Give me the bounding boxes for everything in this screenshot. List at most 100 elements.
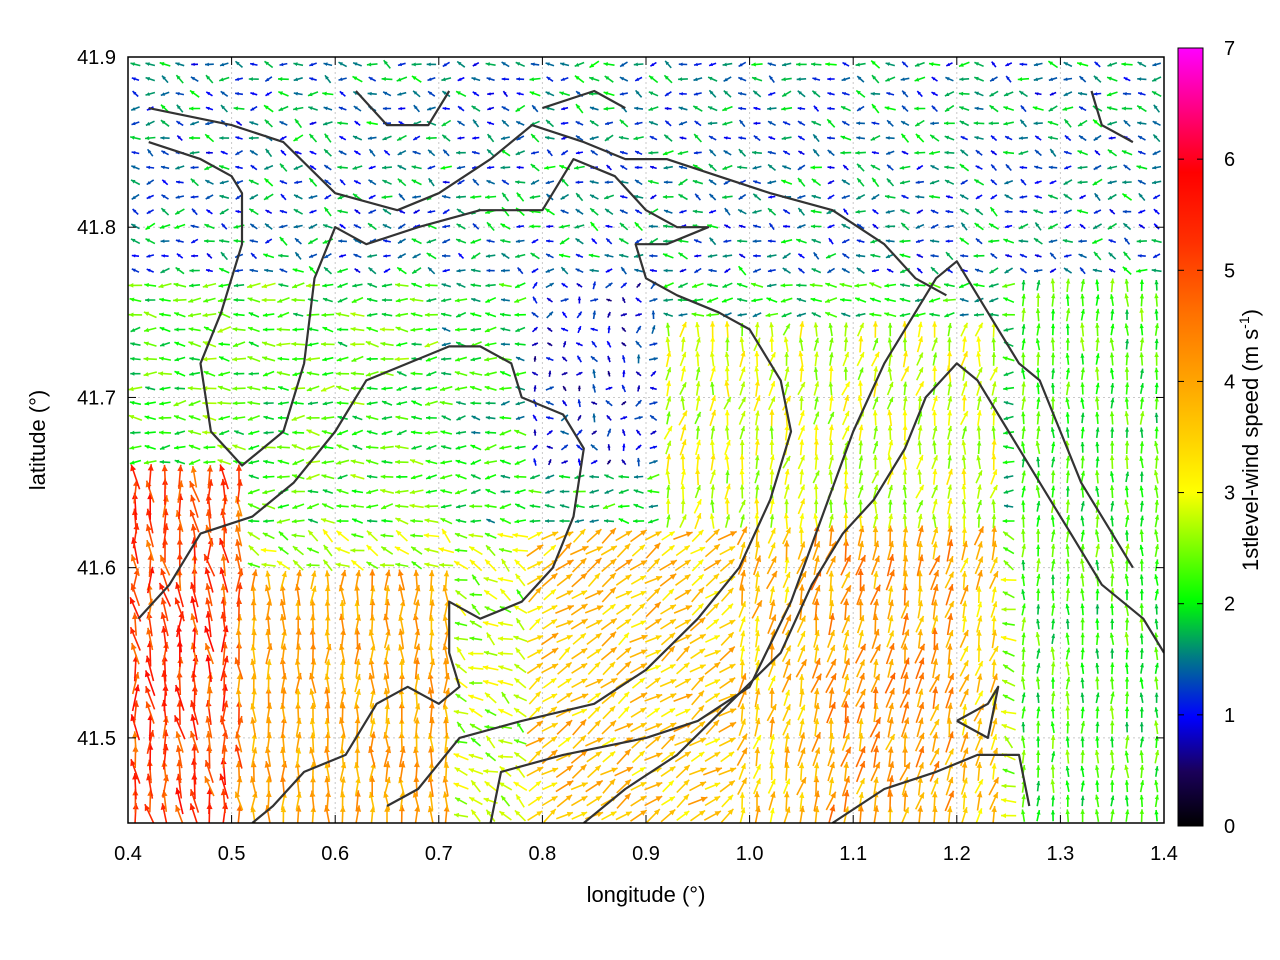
wind-vector-head [455, 663, 461, 669]
wind-vector-head [513, 605, 520, 611]
wind-vector-head [785, 806, 791, 813]
wind-vector-head [828, 570, 834, 577]
wind-vector-head [1002, 460, 1008, 465]
wind-vector-head [858, 336, 864, 342]
wind-vector-head [536, 767, 544, 773]
wind-vector-head [828, 439, 834, 445]
wind-vector-head [947, 350, 953, 357]
wind-vector-head [992, 734, 998, 740]
wind-vector-head [1065, 323, 1070, 329]
wind-vector-head [550, 736, 557, 742]
wind-vector-head [700, 796, 708, 803]
wind-vector-head [514, 739, 520, 744]
wind-vector-head [514, 312, 519, 317]
wind-vector-head [991, 337, 996, 343]
wind-vector-head [769, 439, 775, 445]
wind-vector-head [784, 586, 790, 593]
wind-vector-head [498, 709, 504, 714]
wind-vector-head [844, 630, 850, 637]
wind-vector-head [457, 647, 462, 653]
wind-vector-head [340, 776, 346, 783]
wind-vector-head [1109, 411, 1115, 417]
wind-vector-head [978, 779, 983, 785]
wind-vector-head [626, 767, 633, 773]
wind-vector-head [669, 604, 676, 610]
wind-vector-head [918, 746, 925, 754]
wind-vector-head [161, 464, 168, 472]
wind-vector-head [291, 297, 297, 303]
wind-vector-head [580, 663, 588, 669]
wind-vector-head [132, 612, 139, 620]
wind-vector-head [486, 809, 492, 816]
wind-vector-head [1095, 648, 1100, 653]
wind-vector-head [976, 440, 982, 446]
wind-vector-head [933, 777, 939, 785]
wind-vector-head [232, 444, 238, 449]
wind-vector-head [1125, 647, 1130, 653]
wind-vector-head [1036, 544, 1041, 549]
wind-vector-head [471, 738, 476, 743]
wind-vector-head [784, 499, 789, 505]
wind-vector-head [668, 735, 675, 742]
wind-vector-head [1021, 381, 1026, 387]
wind-vector-head [384, 761, 391, 768]
wind-vector-head [1080, 736, 1085, 741]
wind-vector-head [383, 673, 389, 680]
wind-vector-head [1050, 337, 1056, 343]
wind-vector-head [1001, 798, 1007, 803]
wind-vector-head [624, 661, 631, 668]
wind-vector-head [429, 599, 435, 606]
wind-vector-head [204, 567, 211, 575]
wind-vector-head [623, 313, 627, 317]
wind-vector-head [932, 440, 937, 446]
wind-vector-head [977, 570, 983, 577]
wind-vector-head [1139, 352, 1144, 358]
wind-vector-head [683, 779, 690, 786]
wind-vector-head [551, 796, 558, 802]
wind-vector-head [174, 415, 179, 420]
wind-vector-head [1036, 619, 1040, 624]
wind-vector-head [978, 690, 983, 697]
wind-vector-head [829, 645, 835, 652]
wind-vector-head [828, 365, 834, 372]
wind-vector-head [596, 590, 604, 596]
wind-vector-head [919, 643, 925, 651]
wind-vector-head [976, 514, 982, 520]
wind-vector-head [609, 573, 616, 580]
wind-vector-head [872, 321, 878, 327]
wind-vector-head [535, 587, 542, 594]
wind-vector-head [550, 706, 557, 713]
wind-vector-head [663, 312, 668, 317]
wind-vector-head [639, 603, 645, 610]
wind-vector-head [483, 768, 489, 774]
wind-vector-head [427, 806, 434, 813]
wind-vector-head [785, 572, 791, 579]
wind-vector-head [596, 780, 603, 787]
wind-vector-head [1109, 750, 1115, 755]
wind-vector-head [729, 708, 737, 714]
wind-vector-head [962, 616, 968, 622]
wind-vector-head [800, 645, 806, 652]
wind-vector-head [769, 409, 775, 415]
wind-vector-head [640, 782, 647, 788]
wind-vector-head [281, 571, 287, 578]
wind-vector-head [428, 615, 435, 621]
wind-vector-head [828, 499, 834, 505]
wind-vector-head [698, 721, 705, 728]
wind-vector-head [175, 805, 181, 813]
wind-vector-head [740, 807, 746, 814]
wind-vector-head [353, 702, 360, 709]
wind-vector-head [251, 747, 258, 754]
wind-vector-head [859, 746, 866, 754]
wind-vector-head [1066, 676, 1071, 682]
wind-vector-head [665, 498, 671, 504]
wind-vector-head [654, 618, 662, 625]
wind-vector-head [993, 777, 999, 784]
wind-vector-head [1036, 352, 1041, 358]
wind-vector-head [1050, 383, 1055, 388]
wind-vector-head [1036, 588, 1041, 594]
wind-vector-head [1140, 780, 1145, 785]
wind-vector-head [1050, 810, 1055, 815]
wind-vector-head [222, 655, 229, 663]
wind-vector-head [398, 644, 404, 651]
